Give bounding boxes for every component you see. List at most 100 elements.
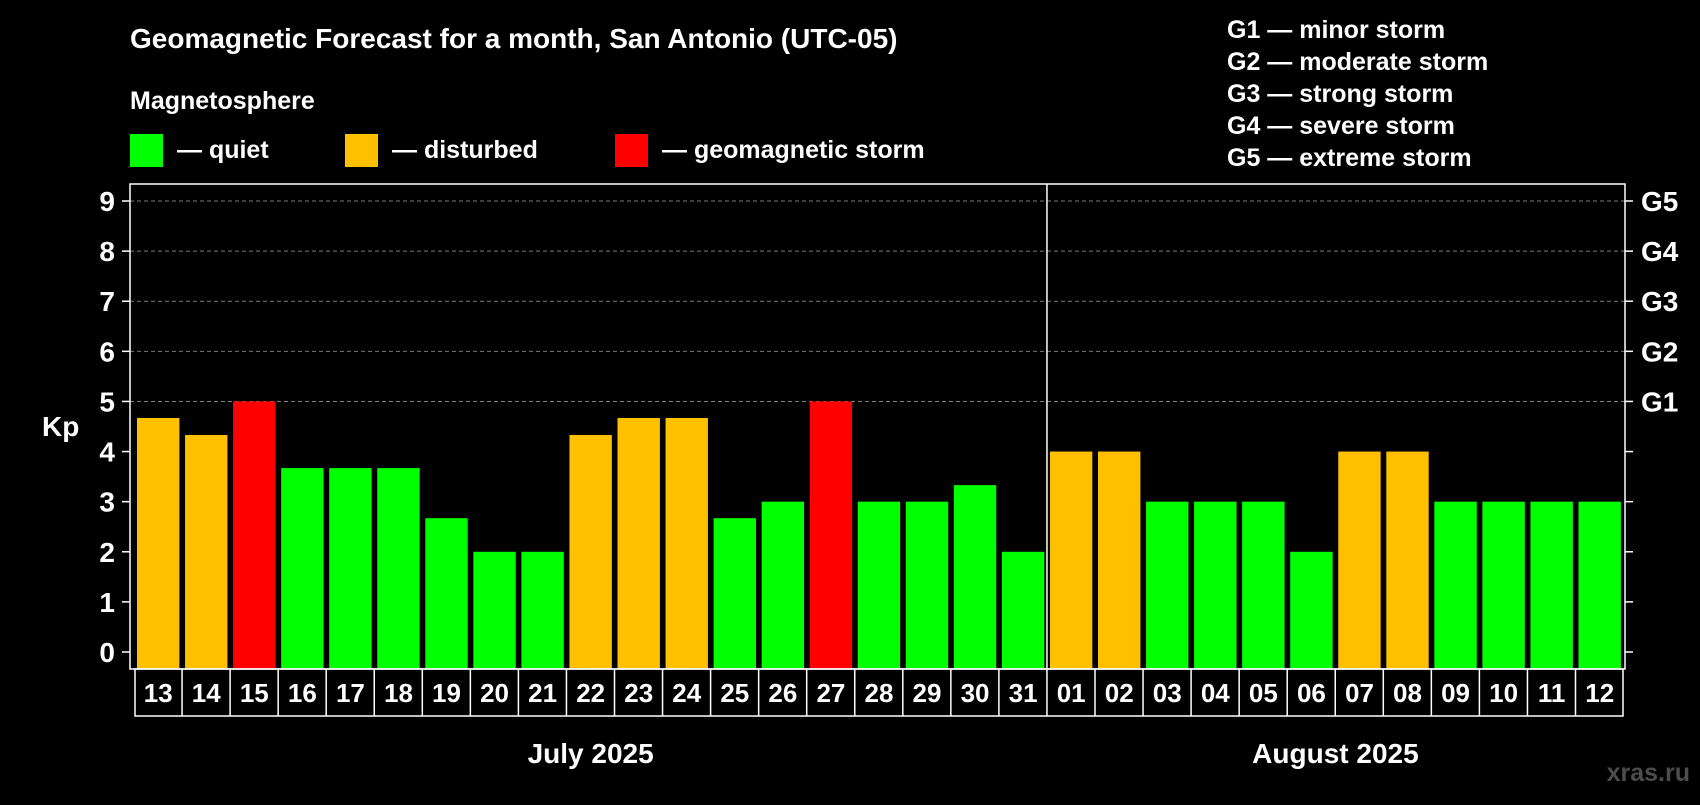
y-tick-label: 5 [99, 386, 115, 417]
date-label: 30 [961, 678, 990, 708]
y-tick-label: 3 [99, 487, 115, 518]
date-label: 19 [432, 678, 461, 708]
date-label: 04 [1201, 678, 1230, 708]
bar [665, 417, 708, 669]
storm-scale-item: G4 — severe storm [1227, 112, 1455, 140]
bar [185, 435, 228, 669]
chart-title: Geomagnetic Forecast for a month, San An… [130, 23, 897, 54]
storm-level-label: G3 [1641, 286, 1678, 317]
right-axis: G1 G2 G3 G4 G5 [1625, 186, 1679, 653]
date-label: 26 [768, 678, 797, 708]
date-label: 21 [528, 678, 557, 708]
y-tick-label: 2 [99, 537, 115, 568]
bar [1194, 501, 1237, 669]
bar [425, 518, 468, 669]
storm-level-label: G4 [1641, 236, 1679, 267]
date-label: 02 [1105, 678, 1134, 708]
bar [569, 435, 612, 669]
date-label: 14 [192, 678, 221, 708]
storm-scale-item: G1 — minor storm [1227, 16, 1445, 44]
date-label: 11 [1538, 678, 1566, 708]
date-label: 01 [1057, 678, 1086, 708]
date-label: 29 [913, 678, 942, 708]
storm-scale-list: G1 — minor storm G2 — moderate storm G3 — … [1227, 16, 1488, 172]
bar [137, 417, 180, 669]
y-tick-label: 7 [99, 286, 115, 317]
bar [1098, 451, 1141, 669]
y-axis-label: Kp [42, 411, 79, 442]
storm-scale-item: G2 — moderate storm [1227, 48, 1488, 76]
watermark: xras.ru [1607, 759, 1690, 787]
bar [857, 501, 901, 669]
bar [761, 501, 805, 669]
bar [1530, 501, 1573, 669]
date-label: 03 [1153, 678, 1182, 708]
y-tick-label: 6 [99, 336, 115, 367]
date-label: 10 [1489, 678, 1518, 708]
bar [617, 417, 660, 669]
bar [521, 551, 564, 669]
storm-level-label: G1 [1641, 386, 1678, 417]
date-label: 20 [480, 678, 509, 708]
date-label: 08 [1393, 678, 1422, 708]
y-tick-label: 0 [99, 637, 115, 668]
bar [1146, 501, 1189, 669]
date-label: 25 [720, 678, 749, 708]
storm-level-label: G5 [1641, 186, 1678, 217]
bar [1290, 551, 1333, 669]
bar [905, 501, 949, 669]
bar [473, 551, 516, 669]
gridlines [130, 200, 1625, 402]
date-label: 23 [624, 678, 653, 708]
date-label: 18 [384, 678, 413, 708]
legend-label-quiet: — quiet [177, 136, 269, 164]
legend: — quiet — disturbed — geomagnetic storm [130, 134, 925, 167]
month-label: August 2025 [1252, 738, 1419, 769]
date-label: 27 [816, 678, 845, 708]
y-tick-label: 9 [99, 186, 115, 217]
bar [1242, 501, 1285, 669]
bar [809, 401, 853, 669]
date-label: 13 [144, 678, 173, 708]
bar [953, 485, 997, 669]
bar [1482, 501, 1525, 669]
bar [281, 468, 324, 669]
bar [377, 468, 420, 669]
date-label: 16 [288, 678, 317, 708]
month-labels: July 2025 August 2025 [528, 738, 1419, 769]
month-label: July 2025 [528, 738, 654, 769]
date-label: 31 [1009, 678, 1038, 708]
y-tick-label: 4 [99, 437, 115, 468]
storm-scale-item: G3 — strong storm [1227, 80, 1453, 108]
bar [1434, 501, 1477, 669]
date-label: 06 [1297, 678, 1326, 708]
date-row-border [134, 668, 1624, 717]
bar [1338, 451, 1381, 669]
date-label: 24 [672, 678, 701, 708]
bar [329, 468, 372, 669]
date-label: 28 [864, 678, 893, 708]
storm-scale-item: G5 — extreme storm [1227, 144, 1472, 172]
bar [233, 401, 276, 669]
storm-level-label: G2 [1641, 336, 1678, 367]
date-label: 05 [1249, 678, 1278, 708]
date-label: 09 [1441, 678, 1470, 708]
legend-swatch-disturbed [345, 134, 378, 167]
date-label: 07 [1345, 678, 1374, 708]
bar [1578, 501, 1621, 669]
left-axis: 0 1 2 3 4 5 6 7 8 9 [99, 186, 130, 668]
bar [713, 518, 756, 669]
legend-label-storm: — geomagnetic storm [662, 136, 925, 164]
date-label: 15 [240, 678, 269, 708]
bars [137, 401, 1621, 669]
legend-label-disturbed: — disturbed [392, 136, 538, 164]
x-axis-date-labels: 13 14 15 16 17 18 19 20 21 22 23 24 25 26 27 28 29 30 31 01… [134, 668, 1624, 717]
date-label: 12 [1585, 678, 1614, 708]
bar [1001, 551, 1045, 669]
y-tick-label: 1 [99, 587, 115, 618]
bar [1386, 451, 1429, 669]
legend-swatch-quiet [130, 134, 163, 167]
legend-swatch-storm [615, 134, 648, 167]
